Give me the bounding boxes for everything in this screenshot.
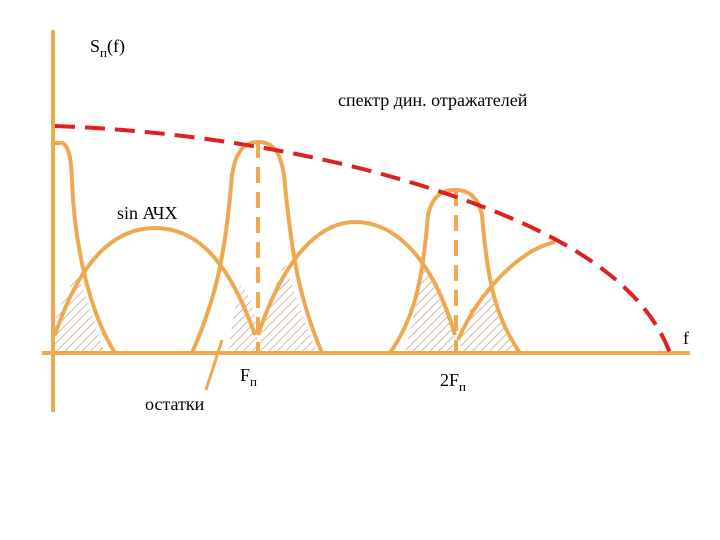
residual-area-1 <box>228 285 258 353</box>
peak-markers <box>256 142 458 353</box>
residuals-label: остатки <box>145 394 205 414</box>
residual-area-0 <box>55 275 105 353</box>
dynamic-reflectors-envelope <box>54 124 672 354</box>
clutter-lobe-0 <box>55 141 117 355</box>
residuals-pointer <box>204 339 224 391</box>
residual-area-3 <box>405 265 455 353</box>
sin-response-arch-2 <box>256 219 457 336</box>
y-axis-label: Sп(f) <box>90 36 125 60</box>
sin-response-label: sin АЧХ <box>117 203 177 223</box>
2fp-label: 2Fп <box>440 370 466 394</box>
dynamic-spectrum-label: спектр дин. отражателей <box>338 90 528 110</box>
fp-label: Fп <box>240 365 257 389</box>
residual-area-4 <box>460 285 520 353</box>
residual-areas <box>55 262 520 353</box>
residual-area-2 <box>260 262 318 353</box>
axes <box>42 30 690 412</box>
x-axis-label: f <box>683 328 689 348</box>
sin-response-arch-3 <box>456 240 556 341</box>
